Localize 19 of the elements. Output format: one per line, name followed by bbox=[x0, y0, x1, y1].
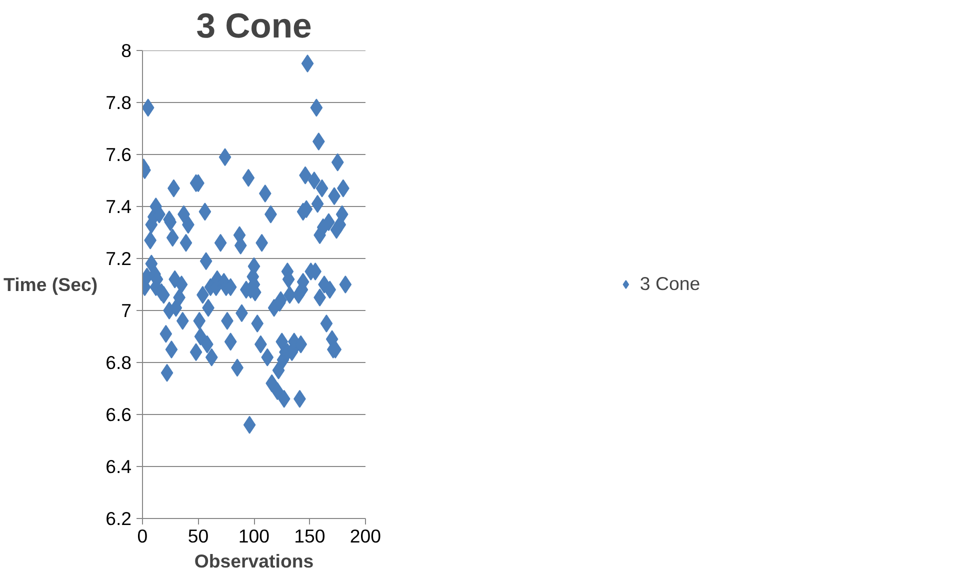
x-axis-title: Observations bbox=[194, 550, 314, 572]
y-axis-title: Time (Sec) bbox=[4, 274, 98, 295]
legend-label: 3 Cone bbox=[640, 273, 700, 295]
chart-title: 3 Cone bbox=[196, 8, 312, 46]
y-tick-label: 6.2 bbox=[106, 508, 132, 529]
y-tick-label: 6.4 bbox=[106, 456, 132, 477]
x-tick-label: 100 bbox=[238, 526, 270, 546]
y-tick-label: 7.6 bbox=[106, 144, 132, 165]
x-tick-label: 50 bbox=[188, 526, 209, 546]
x-tick-label: 0 bbox=[137, 526, 148, 546]
x-tick-label: 150 bbox=[294, 526, 326, 546]
x-tick-label: 200 bbox=[350, 526, 382, 546]
y-tick-label: 7.8 bbox=[106, 92, 132, 113]
y-tick-label: 7 bbox=[121, 300, 132, 321]
y-tick-label: 8 bbox=[121, 40, 132, 61]
y-tick-label: 6.8 bbox=[106, 352, 132, 373]
y-tick-label: 6.6 bbox=[106, 404, 132, 425]
y-tick-label: 7.2 bbox=[106, 248, 132, 269]
y-tick-label: 7.4 bbox=[106, 196, 132, 217]
